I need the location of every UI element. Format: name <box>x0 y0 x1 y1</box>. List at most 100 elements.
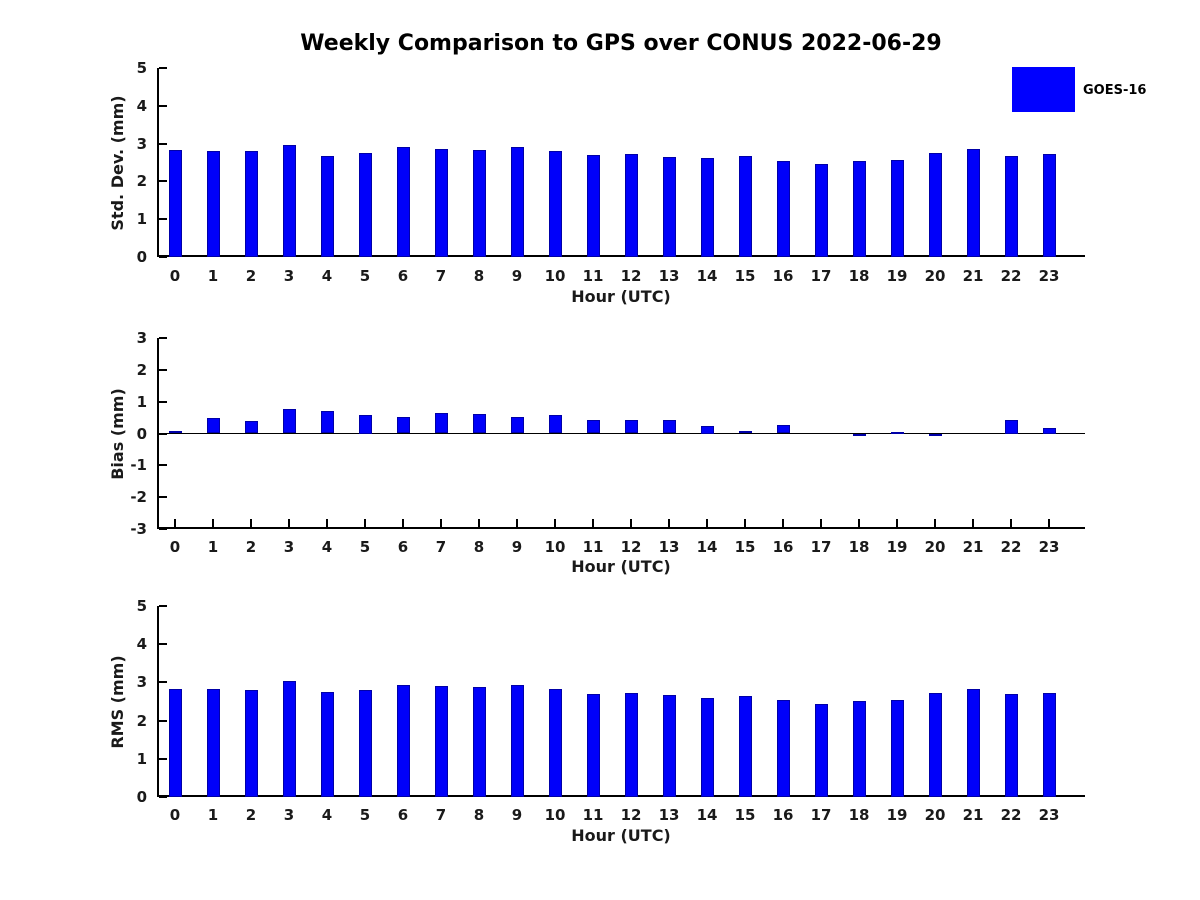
x-tick-label: 20 <box>924 806 946 824</box>
bar-std-dev-mm-hour-23 <box>1042 153 1056 257</box>
y-tickmark <box>159 605 167 607</box>
y-tick-label: 5 <box>136 597 147 615</box>
x-tick-label: 23 <box>1038 267 1060 285</box>
bar-bias-mm-hour-19 <box>890 431 904 434</box>
bar-std-dev-mm-hour-20 <box>928 153 942 257</box>
bar-std-dev-mm-hour-19 <box>890 160 904 257</box>
x-tick-label: 9 <box>511 538 523 556</box>
bar-std-dev-mm-hour-21 <box>966 149 980 257</box>
bar-std-dev-mm-hour-22 <box>1004 155 1018 257</box>
y-tick-label: 2 <box>136 172 147 190</box>
y-tickmark <box>159 369 167 371</box>
bar-rms-mm-hour-11 <box>586 693 600 797</box>
bar-rms-mm-hour-14 <box>700 697 714 797</box>
y-tickmark <box>159 401 167 403</box>
x-tick-label: 17 <box>810 806 832 824</box>
x-axis-spine <box>157 255 1085 257</box>
x-tick-label: 5 <box>359 538 371 556</box>
x-tick-label: 2 <box>245 267 257 285</box>
y-tickmark <box>159 337 167 339</box>
x-tick-label: 9 <box>511 806 523 824</box>
x-tick-label: 3 <box>283 806 295 824</box>
y-axis-label-rms-mm: RMS (mm) <box>108 655 127 749</box>
bar-std-dev-mm-hour-1 <box>206 151 220 257</box>
x-tick-label: 15 <box>734 267 756 285</box>
x-tick-label: 0 <box>169 267 181 285</box>
bar-std-dev-mm-hour-8 <box>472 150 486 257</box>
x-axis-label-rms-mm: Hour (UTC) <box>571 826 671 845</box>
x-tick-label: 5 <box>359 806 371 824</box>
x-tick-label: 15 <box>734 806 756 824</box>
x-tickmark <box>1048 519 1050 527</box>
bar-std-dev-mm-hour-16 <box>776 161 790 257</box>
x-tickmark <box>364 519 366 527</box>
bar-rms-mm-hour-7 <box>434 685 448 797</box>
bar-rms-mm-hour-13 <box>662 695 676 797</box>
x-tickmark <box>972 519 974 527</box>
bar-rms-mm-hour-3 <box>282 681 296 797</box>
x-tickmark <box>744 519 746 527</box>
bar-rms-mm-hour-10 <box>548 688 562 797</box>
zero-line <box>157 432 1085 434</box>
bar-rms-mm-hour-1 <box>206 688 220 797</box>
x-tick-label: 19 <box>886 806 908 824</box>
bar-bias-mm-hour-12 <box>624 420 638 434</box>
bar-rms-mm-hour-17 <box>814 704 828 797</box>
bar-rms-mm-hour-5 <box>358 689 372 797</box>
bar-rms-mm-hour-16 <box>776 700 790 797</box>
x-tick-label: 7 <box>435 806 447 824</box>
y-tick-label: 3 <box>136 329 147 347</box>
bar-bias-mm-hour-11 <box>586 419 600 434</box>
x-tickmark <box>820 519 822 527</box>
x-tick-label: 2 <box>245 538 257 556</box>
x-tick-label: 14 <box>696 806 718 824</box>
x-tick-label: 6 <box>397 267 409 285</box>
x-tick-label: 4 <box>321 806 333 824</box>
x-tick-label: 21 <box>962 267 984 285</box>
y-tickmark <box>159 218 167 220</box>
x-tick-label: 23 <box>1038 806 1060 824</box>
x-tick-label: 22 <box>1000 806 1022 824</box>
y-tickmark <box>159 180 167 182</box>
x-tickmark <box>174 519 176 527</box>
y-tick-label: 3 <box>136 673 147 691</box>
y-tickmark <box>159 796 167 798</box>
y-tick-label: -3 <box>130 520 147 538</box>
x-tick-label: 14 <box>696 267 718 285</box>
bar-rms-mm-hour-15 <box>738 696 752 797</box>
legend-label: GOES-16 <box>1083 83 1147 98</box>
x-tickmark <box>402 519 404 527</box>
x-tick-label: 12 <box>620 806 642 824</box>
x-tick-label: 16 <box>772 538 794 556</box>
bar-bias-mm-hour-23 <box>1042 427 1056 434</box>
bar-bias-mm-hour-18 <box>852 433 866 436</box>
bar-std-dev-mm-hour-0 <box>168 150 182 257</box>
bar-bias-mm-hour-13 <box>662 420 676 434</box>
bar-bias-mm-hour-8 <box>472 414 486 434</box>
y-tickmark <box>159 105 167 107</box>
bar-rms-mm-hour-2 <box>244 689 258 797</box>
x-tick-label: 1 <box>207 267 219 285</box>
plot-rms-mm: 0 1 2 3 4 5 0 1 2 3 4 5 6 7 8 9 10 11 12 13 14 15 16 17 18 19 20 21… <box>137 597 1085 824</box>
x-tick-label: 16 <box>772 806 794 824</box>
x-tick-label: 10 <box>544 538 566 556</box>
x-tickmark <box>630 519 632 527</box>
x-tick-label: 17 <box>810 267 832 285</box>
y-tick-label: 2 <box>136 361 147 379</box>
x-tick-label: 2 <box>245 806 257 824</box>
x-tick-label: 10 <box>544 267 566 285</box>
y-axis-spine <box>157 606 159 797</box>
bar-bias-mm-hour-4 <box>320 411 334 434</box>
bar-std-dev-mm-hour-6 <box>396 147 410 257</box>
y-axis-label-bias-mm: Bias (mm) <box>108 388 127 480</box>
bar-std-dev-mm-hour-7 <box>434 149 448 257</box>
x-tick-label: 6 <box>397 538 409 556</box>
bar-rms-mm-hour-6 <box>396 685 410 797</box>
x-axis-label-bias-mm: Hour (UTC) <box>571 557 671 576</box>
y-tickmark <box>159 528 167 530</box>
y-tick-label: -2 <box>130 488 147 506</box>
y-tick-label: 4 <box>136 635 147 653</box>
x-tick-label: 13 <box>658 267 680 285</box>
bar-rms-mm-hour-23 <box>1042 693 1056 797</box>
